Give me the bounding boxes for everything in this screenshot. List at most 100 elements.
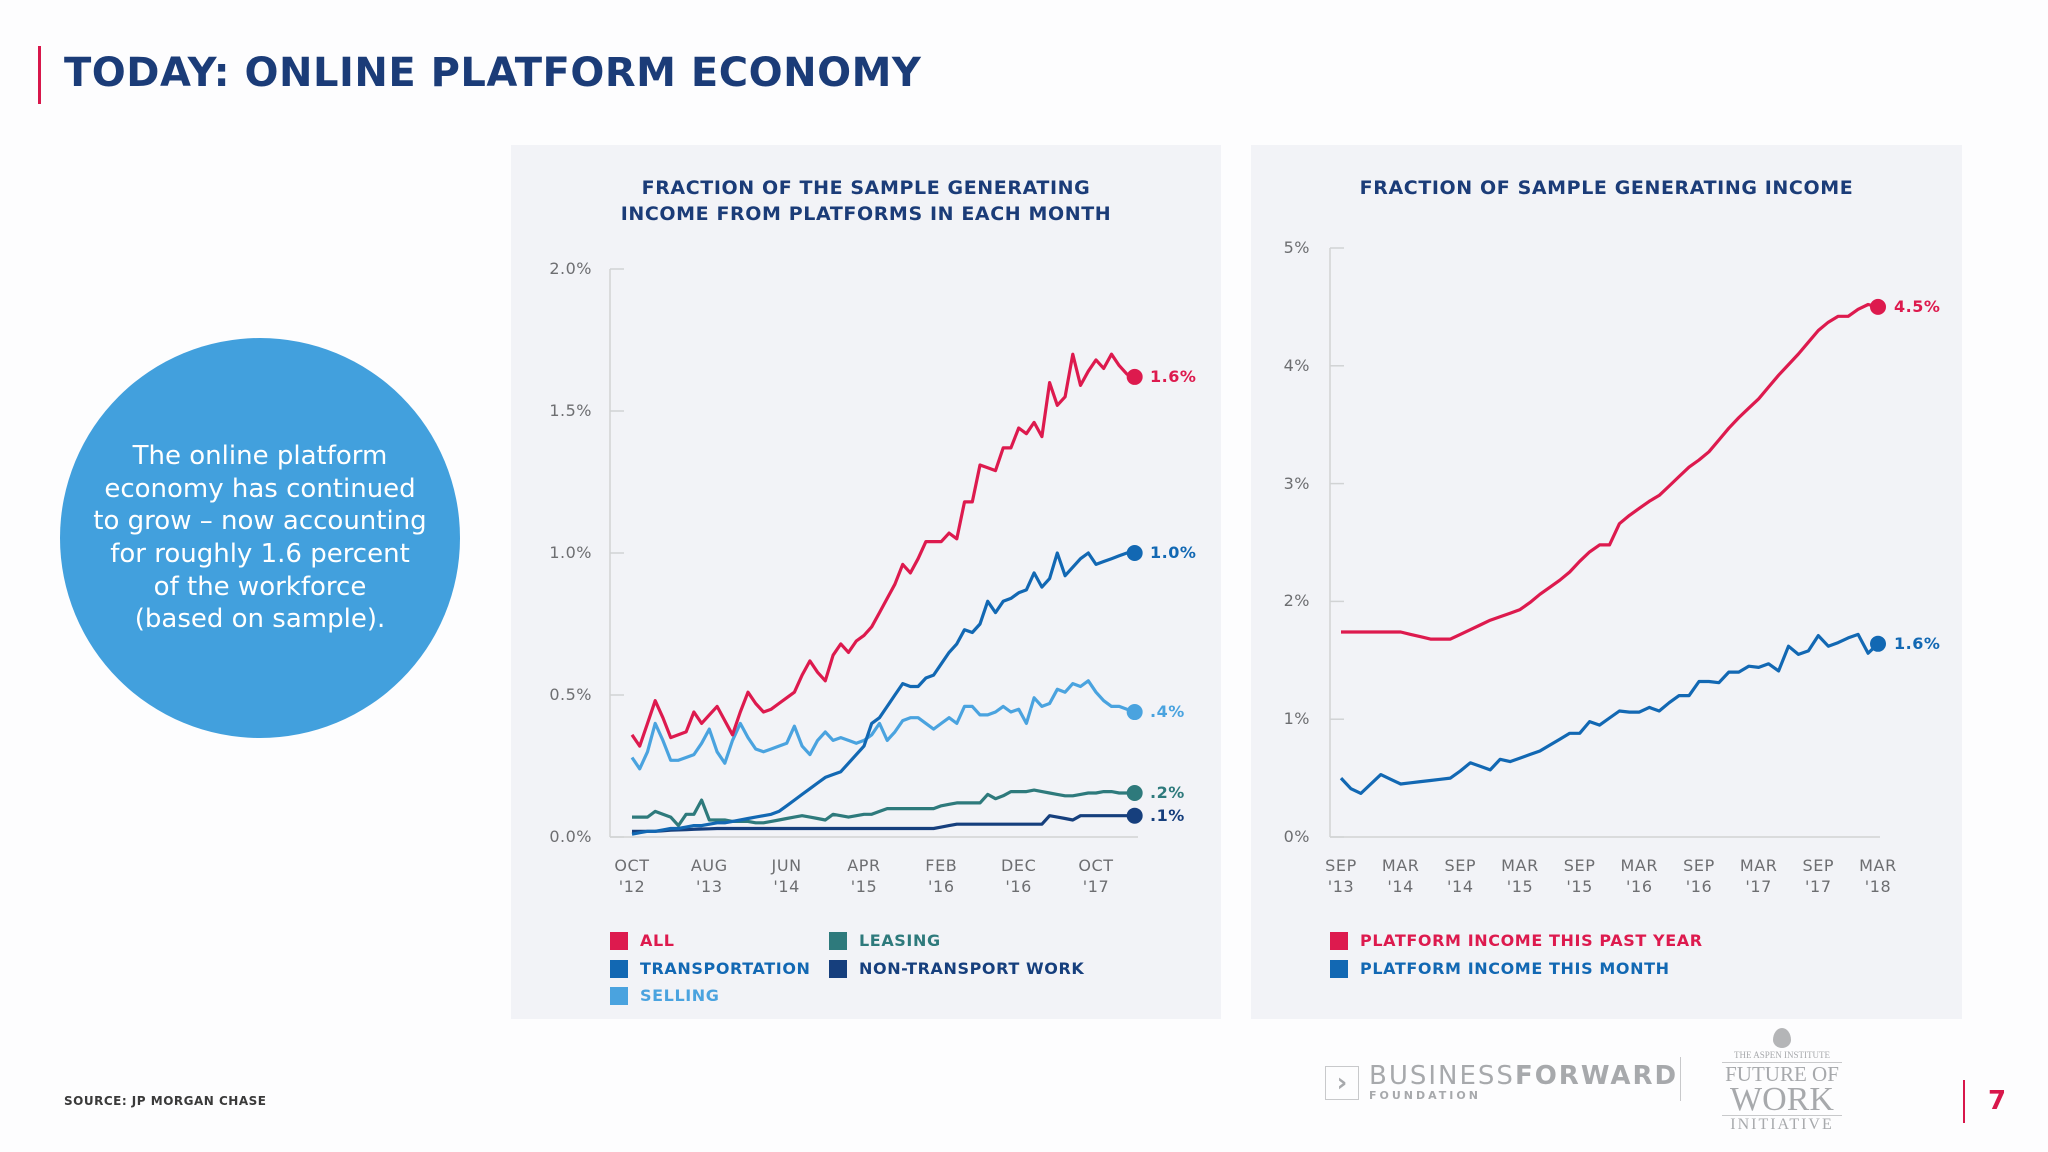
legend-label: TRANSPORTATION <box>640 959 811 978</box>
legend-label: SELLING <box>640 986 720 1005</box>
chevron-right-icon: › <box>1325 1065 1359 1100</box>
x-tick-label: JUN '14 <box>752 855 822 897</box>
legend-label: PLATFORM INCOME THIS MONTH <box>1360 959 1670 978</box>
series-line-platform-income-this-month <box>1339 632 1880 796</box>
y-tick-label: 2% <box>1283 591 1310 611</box>
x-tick-year: '16 <box>928 877 955 896</box>
x-tick-month: OCT <box>1078 856 1114 875</box>
source-note: SOURCE: JP MORGAN CHASE <box>64 1094 267 1108</box>
x-tick-month: SEP <box>1563 856 1596 875</box>
callout-line: for roughly 1.6 percent <box>110 539 410 569</box>
x-tick-month: FEB <box>925 856 958 875</box>
logo-divider <box>1680 1057 1681 1101</box>
y-tick-label: 1.0% <box>549 543 592 562</box>
x-tick-year: '14 <box>1447 877 1474 896</box>
business-forward-logo: › BUSINESSFORWARD FOUNDATION <box>1325 1063 1678 1102</box>
series-end-label: 4.5% <box>1894 296 1941 316</box>
legend-item: PLATFORM INCOME THIS PAST YEAR <box>1330 931 1703 950</box>
x-tick-year: '16 <box>1626 877 1653 896</box>
x-tick-label: SEP '14 <box>1425 855 1495 897</box>
x-tick-month: OCT <box>614 856 650 875</box>
x-tick-label: APR '15 <box>829 855 899 897</box>
x-tick-month: SEP <box>1802 856 1835 875</box>
legend-label: LEASING <box>859 931 941 950</box>
series-end-marker <box>1126 704 1143 721</box>
x-tick-label: SEP '15 <box>1545 855 1615 897</box>
x-tick-label: SEP '16 <box>1664 855 1734 897</box>
x-tick-year: '14 <box>1387 877 1414 896</box>
series-line-transportation <box>631 551 1135 836</box>
series-line-non-transport-work <box>632 814 1135 833</box>
x-tick-year: '17 <box>1805 877 1832 896</box>
x-tick-year: '14 <box>773 877 800 896</box>
right-chart-title: FRACTION OF SAMPLE GENERATING INCOME <box>1359 177 1854 199</box>
x-tick-label: MAR '17 <box>1724 855 1794 897</box>
x-tick-month: DEC <box>1000 856 1037 875</box>
legend-label: ALL <box>640 931 675 950</box>
legend-swatch <box>1330 931 1348 950</box>
series-end-label: 1.6% <box>1894 633 1941 653</box>
left-chart-title-line: FRACTION OF THE SAMPLE GENERATING <box>641 177 1091 199</box>
x-tick-month: MAR <box>1859 856 1897 875</box>
x-tick-year: '17 <box>1082 877 1110 896</box>
legend-item: ALL <box>610 931 675 950</box>
x-tick-label: MAR '14 <box>1366 855 1436 897</box>
series-end-marker <box>1870 635 1886 652</box>
logo-text-bold: FORWARD <box>1514 1061 1679 1091</box>
series-end-label: 1.0% <box>1150 543 1197 562</box>
legend-label: PLATFORM INCOME THIS PAST YEAR <box>1360 931 1703 950</box>
callout-line: The online platform <box>132 441 388 472</box>
x-tick-year: '15 <box>850 877 878 896</box>
legend-item: PLATFORM INCOME THIS MONTH <box>1330 959 1670 978</box>
x-tick-month: AUG <box>690 856 728 875</box>
legend-item: LEASING <box>829 931 941 950</box>
x-tick-month: SEP <box>1683 856 1715 875</box>
series-end-marker <box>1870 298 1886 315</box>
x-tick-month: SEP <box>1444 856 1477 875</box>
x-tick-year: '18 <box>1864 877 1892 896</box>
left-chart-title-line: INCOME FROM PLATFORMS IN EACH MONTH <box>620 203 1112 225</box>
callout-text: The online platform economy has continue… <box>75 440 445 636</box>
series-end-label: 1.6% <box>1150 366 1197 386</box>
aspen-leaf-icon <box>1773 1028 1791 1048</box>
x-tick-label: SEP '17 <box>1783 855 1853 897</box>
x-tick-month: SEP <box>1325 856 1357 875</box>
legend-swatch <box>1330 959 1348 978</box>
page-number-divider <box>1963 1080 1965 1123</box>
y-tick-label: 3% <box>1283 473 1310 493</box>
left-chart-title: FRACTION OF THE SAMPLE GENERATING INCOME… <box>511 175 1221 227</box>
x-tick-year: '15 <box>1506 877 1534 896</box>
page-title: TODAY: ONLINE PLATFORM ECONOMY <box>64 50 922 96</box>
page-number: 7 <box>1988 1086 2007 1116</box>
x-tick-month: APR <box>847 856 881 875</box>
series-line-selling <box>630 679 1136 771</box>
series-line-platform-income-this-past-year <box>1341 302 1879 641</box>
left-chart-panel <box>511 145 1221 1019</box>
legend-swatch <box>610 986 628 1005</box>
series-end-label: .1% <box>1150 805 1185 825</box>
callout-line: (based on sample). <box>134 604 386 635</box>
x-tick-label: MAR '16 <box>1604 855 1674 897</box>
x-tick-year: '13 <box>1327 877 1355 896</box>
series-end-label: .4% <box>1150 702 1185 722</box>
x-tick-label: AUG '13 <box>674 855 744 897</box>
x-tick-month: MAR <box>1739 856 1778 875</box>
x-tick-label: SEP '13 <box>1306 855 1376 897</box>
callout-circle: The online platform economy has continue… <box>60 338 460 738</box>
y-tick-label: 2.0% <box>549 259 592 278</box>
y-tick-label: 0.0% <box>549 827 592 846</box>
series-end-marker <box>1126 784 1143 801</box>
logo-text: THE ASPEN INSTITUTE <box>1722 1050 1842 1063</box>
x-tick-year: '16 <box>1005 877 1032 896</box>
x-tick-label: OCT '17 <box>1061 855 1131 897</box>
x-tick-label: FEB '16 <box>906 855 976 897</box>
x-tick-label: MAR '15 <box>1485 855 1555 897</box>
series-end-label: .2% <box>1150 782 1185 802</box>
y-tick-label: 1.5% <box>549 401 592 420</box>
logo-text: INITIATIVE <box>1722 1115 1842 1134</box>
legend-item: SELLING <box>610 986 720 1005</box>
x-tick-year: '17 <box>1745 877 1772 896</box>
x-tick-label: MAR '18 <box>1843 855 1913 897</box>
x-tick-year: '15 <box>1566 877 1593 896</box>
